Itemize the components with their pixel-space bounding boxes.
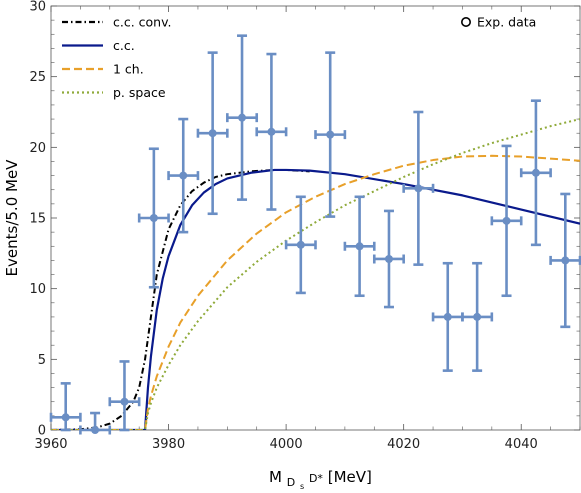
data-marker xyxy=(61,413,70,422)
curve-p-space xyxy=(51,118,580,430)
y-tick-label: 20 xyxy=(29,141,46,156)
data-marker xyxy=(502,216,511,225)
curve-1-ch- xyxy=(51,154,580,430)
legend: c.c. conv. c.c. 1 ch. p. space Exp. data xyxy=(62,15,536,100)
data-marker xyxy=(473,312,482,321)
data-point xyxy=(108,360,141,432)
data-marker xyxy=(326,130,335,139)
data-marker xyxy=(561,256,570,265)
data-marker xyxy=(149,214,158,222)
data-point xyxy=(255,52,288,211)
data-point xyxy=(226,34,259,201)
data-point xyxy=(549,192,581,329)
data-marker xyxy=(355,242,364,251)
data-marker xyxy=(120,397,129,406)
model-curves xyxy=(51,118,580,430)
x-tick-label: 3960 xyxy=(34,437,67,452)
data-marker xyxy=(443,312,452,321)
data-marker xyxy=(384,254,393,263)
data-marker xyxy=(267,127,276,136)
x-tick-label: 3980 xyxy=(152,437,185,452)
y-tick-label: 25 xyxy=(29,70,46,85)
curve-c-c- xyxy=(51,168,580,430)
data-marker xyxy=(91,426,100,434)
data-point xyxy=(79,411,112,435)
legend-label: p. space xyxy=(113,85,166,100)
data-point xyxy=(284,195,317,295)
data-marker xyxy=(531,168,540,177)
data-point xyxy=(137,147,170,289)
x-tick-label: 4000 xyxy=(270,437,303,452)
y-axis-title: Events/5.0 MeV xyxy=(3,159,21,277)
data-marker xyxy=(238,113,247,122)
legend-label: c.c. conv. xyxy=(113,15,172,30)
data-point xyxy=(343,195,376,298)
x-axis-title: M D s D* [MeV] xyxy=(269,468,372,493)
y-tick-label: 15 xyxy=(29,212,46,227)
x-tick-label: 4020 xyxy=(387,437,420,452)
data-point xyxy=(461,261,494,372)
axis-ticks: 3960 3980 4000 4020 4040 0 5 10 15 20 25 30 xyxy=(29,0,581,452)
data-marker xyxy=(179,171,188,180)
legend-marker-exp-data xyxy=(460,16,471,27)
data-point xyxy=(167,117,200,234)
data-point xyxy=(314,51,347,218)
data-point xyxy=(196,51,229,216)
x-tick-label: 4040 xyxy=(505,437,538,452)
y-tick-label: 5 xyxy=(38,353,46,368)
curve-c-c-conv- xyxy=(51,168,310,430)
data-point xyxy=(519,99,552,247)
legend-label: 1 ch. xyxy=(113,62,144,77)
y-tick-label: 10 xyxy=(29,282,46,297)
legend-label: c.c. xyxy=(113,38,135,53)
data-point xyxy=(372,209,405,309)
data-marker xyxy=(208,129,217,138)
data-point xyxy=(431,261,464,372)
y-tick-label: 30 xyxy=(29,0,46,15)
data-marker xyxy=(296,240,305,249)
data-points xyxy=(49,34,581,435)
y-tick-label: 0 xyxy=(38,424,46,439)
data-point xyxy=(490,144,523,298)
data-point xyxy=(402,110,435,266)
data-marker xyxy=(414,184,423,193)
legend-label: Exp. data xyxy=(477,15,536,30)
data-point xyxy=(49,382,82,432)
